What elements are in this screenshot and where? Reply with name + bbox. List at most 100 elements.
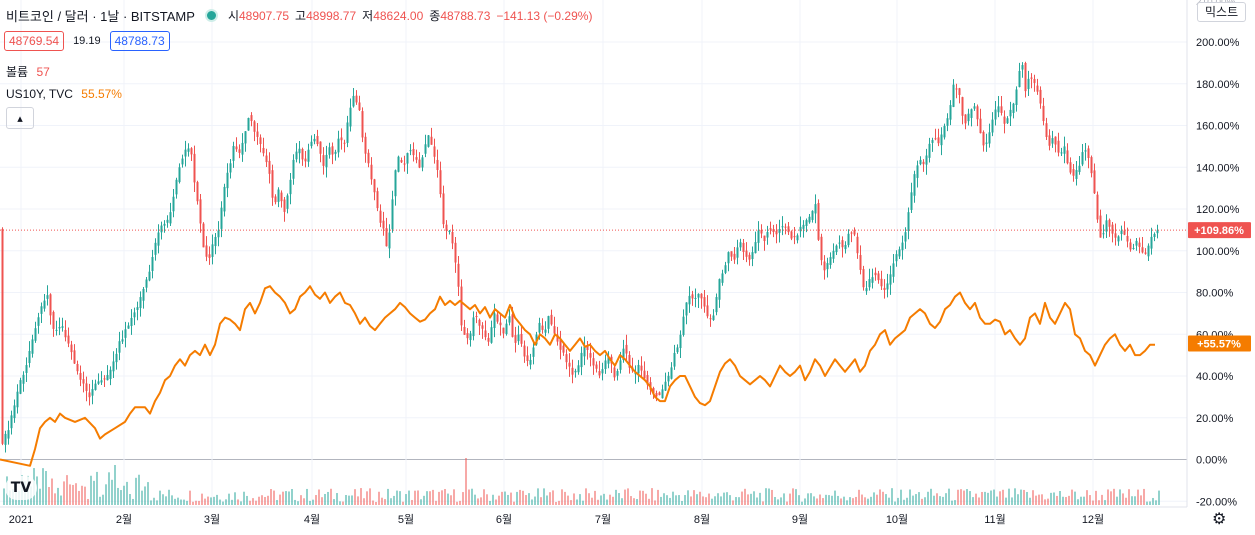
volume-bar	[1038, 494, 1040, 505]
volume-bar	[1089, 495, 1091, 505]
volume-bar	[1086, 490, 1088, 505]
symbol-title[interactable]: 비트코인 / 달러 · 1날 · BITSTAMP	[6, 9, 195, 24]
volume-bar	[183, 499, 185, 505]
volume-bar	[924, 497, 926, 505]
volume-bar	[1131, 496, 1133, 505]
candle-body	[730, 251, 733, 257]
volume-bar	[585, 488, 587, 505]
candle-body	[964, 114, 967, 124]
volume-bar	[831, 495, 833, 505]
gear-icon[interactable]: ⚙	[1212, 511, 1227, 528]
candle-body	[988, 132, 991, 144]
candle-body	[283, 199, 286, 212]
candle-body	[1138, 242, 1141, 247]
volume-bar	[735, 497, 737, 505]
volume-bar	[177, 497, 179, 505]
candle-body	[817, 203, 820, 240]
volume-bar	[858, 489, 860, 505]
candle-body	[871, 277, 874, 283]
volume-bar	[903, 499, 905, 505]
volume-bar	[102, 494, 104, 505]
volume-bar	[951, 500, 953, 505]
candle-body	[1075, 170, 1078, 179]
candle-body	[1117, 236, 1120, 242]
candle-body	[538, 322, 541, 333]
collapse-legend-button[interactable]: ▴	[6, 107, 34, 129]
volume-bar	[1005, 497, 1007, 505]
candle-body	[208, 254, 211, 258]
candle-body	[580, 352, 583, 368]
candle-body	[409, 150, 412, 152]
candle-body	[790, 231, 793, 239]
candle-body	[43, 300, 46, 309]
volume-bar	[633, 498, 635, 505]
compare-legend[interactable]: US10Y, TVC 55.57%	[6, 87, 122, 101]
volume-bar	[1050, 492, 1052, 505]
volume-bar	[318, 489, 320, 505]
candle-body	[532, 347, 535, 357]
volume-bar	[477, 498, 479, 505]
candle-body	[352, 95, 355, 107]
volume-bar	[36, 476, 38, 505]
volume-bar	[636, 499, 638, 505]
volume-bar	[861, 494, 863, 505]
volume-bar	[93, 480, 95, 505]
volume-legend[interactable]: 볼륨 57	[6, 63, 50, 80]
volume-bar	[1011, 497, 1013, 505]
volume-bar	[111, 479, 113, 505]
candle-body	[337, 138, 340, 153]
volume-bar	[72, 484, 74, 505]
volume-bar	[327, 491, 329, 505]
candle-body	[310, 141, 313, 147]
price-axis-tick: 140.00%	[1196, 162, 1240, 174]
candle-body	[151, 257, 154, 271]
candle-body	[664, 381, 667, 391]
chevron-up-icon: ▴	[17, 112, 23, 125]
candle-body	[514, 335, 517, 343]
candle-body	[754, 242, 757, 254]
candle-body	[778, 229, 781, 233]
candle-body	[451, 231, 454, 244]
candle-body	[466, 333, 469, 339]
candle-body	[298, 148, 301, 154]
candle-body	[202, 223, 205, 248]
candle-body	[1144, 252, 1147, 254]
volume-bar	[942, 496, 944, 505]
candle-body	[76, 364, 79, 372]
candle-body	[109, 369, 112, 379]
candle-body	[598, 371, 601, 376]
volume-bar	[519, 489, 521, 505]
volume-bar	[249, 500, 251, 505]
candle-body	[706, 305, 709, 317]
candle-body	[217, 230, 220, 238]
mixed-scale-button[interactable]: 믹스트	[1197, 2, 1247, 22]
candle-body	[316, 135, 319, 145]
volume-bar	[792, 488, 794, 505]
candle-body	[1153, 233, 1156, 237]
candle-body	[808, 216, 811, 223]
candle-body	[22, 374, 25, 384]
buy-price-button[interactable]: 48788.73	[109, 31, 170, 51]
candle-body	[724, 265, 727, 273]
candle-body	[838, 242, 841, 244]
volume-bar	[126, 481, 128, 505]
candle-body	[565, 354, 568, 363]
volume-bar	[1155, 500, 1157, 505]
candle-body	[463, 326, 466, 335]
volume-bar	[420, 499, 422, 505]
candle-body	[7, 430, 10, 439]
volume-bar	[1101, 494, 1103, 505]
volume-bar	[291, 489, 293, 505]
candle-body	[1048, 135, 1051, 146]
volume-bar	[996, 496, 998, 505]
candle-body	[61, 326, 64, 328]
tradingview-logo[interactable]: TV	[5, 476, 37, 500]
volume-bar	[336, 493, 338, 505]
candle-body	[922, 161, 925, 165]
volume-bar	[609, 494, 611, 505]
candle-body	[1105, 220, 1108, 232]
sell-price-button[interactable]: 48769.54	[4, 31, 65, 51]
volume-bar	[105, 484, 107, 505]
candle-body	[748, 254, 751, 260]
